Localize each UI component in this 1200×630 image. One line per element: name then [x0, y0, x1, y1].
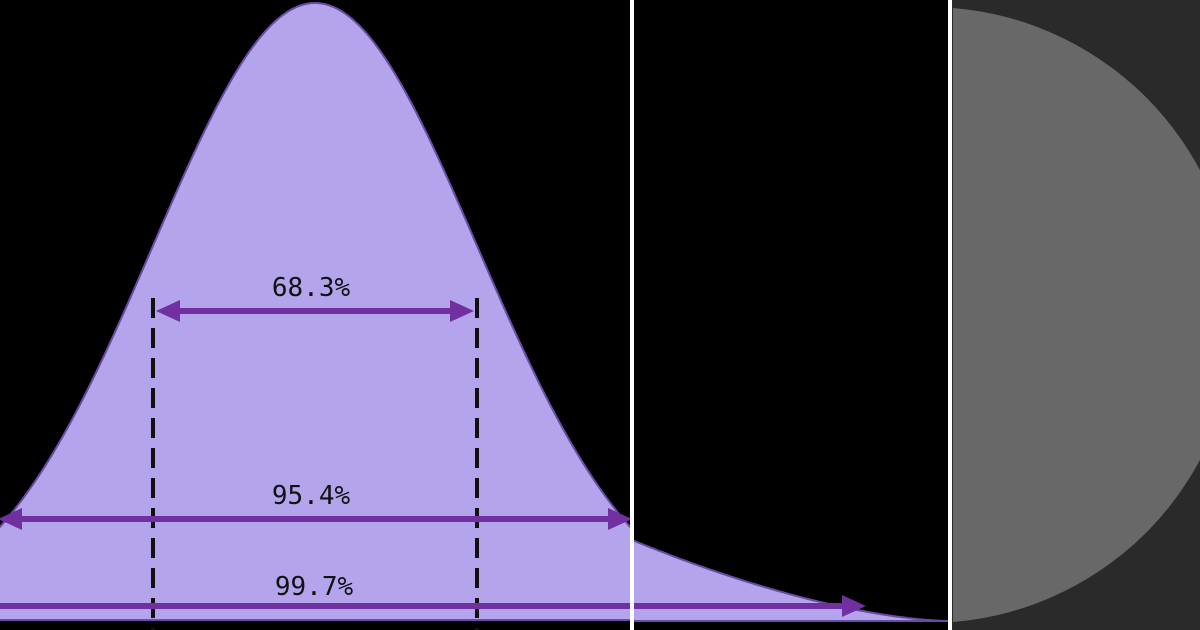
arrow-two-sigma: [0, 508, 632, 530]
label-two-sigma: 95.4%: [272, 481, 351, 511]
tail-curve-area: [634, 539, 949, 622]
side-circle: [953, 8, 1200, 622]
label-three-sigma: 99.7%: [275, 572, 354, 602]
tail-section: [634, 539, 949, 622]
label-one-sigma: 68.3%: [272, 273, 351, 303]
arrow-one-sigma: [156, 300, 474, 322]
divider-right: [948, 0, 952, 630]
divider-left: [630, 0, 634, 630]
arrow-three-sigma: [0, 595, 866, 617]
